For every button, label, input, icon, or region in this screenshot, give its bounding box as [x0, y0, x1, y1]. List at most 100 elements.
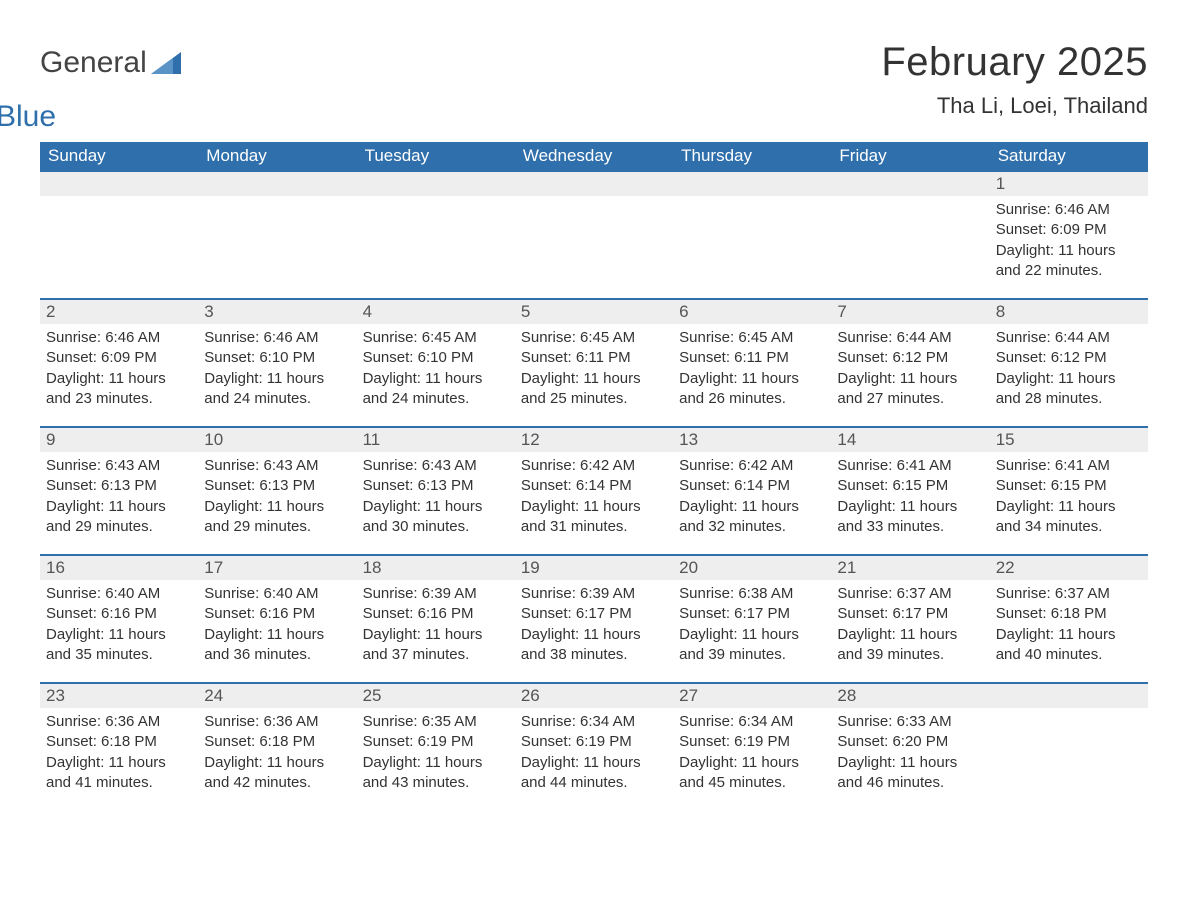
- day-cell: 23Sunrise: 6:36 AMSunset: 6:18 PMDayligh…: [40, 682, 198, 810]
- day-cell: 12 Sunrise: 6:42 AMSunset: 6:14 PMDayligh…: [515, 426, 673, 554]
- sunset-line: Sunset: 6:18 PM: [996, 604, 1142, 624]
- day-details: Sunrise: 6:37 AMSunset: 6:18 PMDaylight:…: [990, 580, 1148, 675]
- day-number-bar: 20: [673, 554, 831, 580]
- day-number-bar: 16: [40, 554, 198, 580]
- sunrise-line: Sunrise: 6:46 AM: [204, 328, 350, 348]
- daylight-line: Daylight: 11 hours and 27 minutes.: [837, 369, 983, 410]
- sunrise-line: Sunrise: 6:46 AM: [996, 200, 1142, 220]
- sunset-line: Sunset: 6:17 PM: [521, 604, 667, 624]
- day-cell: 9Sunrise: 6:43 AMSunset: 6:13 PMDaylight…: [40, 426, 198, 554]
- sunrise-line: Sunrise: 6:42 AM: [521, 456, 667, 476]
- day-cell: 5Sunrise: 6:45 AMSunset: 6:11 PMDaylight…: [515, 298, 673, 426]
- day-cell: 25Sunrise: 6:35 AMSunset: 6:19 PMDayligh…: [357, 682, 515, 810]
- day-number-bar: [198, 170, 356, 196]
- sunrise-line: Sunrise: 6:41 AM: [837, 456, 983, 476]
- sunset-line: Sunset: 6:09 PM: [996, 220, 1142, 240]
- day-number-bar: 7: [831, 298, 989, 324]
- sunrise-line: Sunrise: 6:40 AM: [46, 584, 192, 604]
- daylight-line: Daylight: 11 hours and 40 minutes.: [996, 625, 1142, 666]
- day-number-bar: [357, 170, 515, 196]
- day-number: 4: [363, 302, 372, 321]
- day-number-bar: 18: [357, 554, 515, 580]
- day-number: 20: [679, 558, 698, 577]
- calendar-head: Sunday Monday Tuesday Wednesday Thursday…: [40, 142, 1148, 170]
- day-details: Sunrise: 6:41 AMSunset: 6:15 PMDaylight:…: [990, 452, 1148, 547]
- day-number: 17: [204, 558, 223, 577]
- daylight-line: Daylight: 11 hours and 29 minutes.: [46, 497, 192, 538]
- daylight-line: Daylight: 11 hours and 32 minutes.: [679, 497, 825, 538]
- day-cell: 22Sunrise: 6:37 AMSunset: 6:18 PMDayligh…: [990, 554, 1148, 682]
- day-details: Sunrise: 6:45 AMSunset: 6:10 PMDaylight:…: [357, 324, 515, 419]
- title-block: February 2025 Tha Li, Loei, Thailand: [881, 40, 1148, 119]
- sunrise-line: Sunrise: 6:43 AM: [363, 456, 509, 476]
- sunrise-line: Sunrise: 6:45 AM: [363, 328, 509, 348]
- day-number-bar: 17: [198, 554, 356, 580]
- sail-icon: [151, 52, 181, 74]
- sunrise-line: Sunrise: 6:37 AM: [837, 584, 983, 604]
- sunrise-line: Sunrise: 6:36 AM: [204, 712, 350, 732]
- day-number-bar: 25: [357, 682, 515, 708]
- sunset-line: Sunset: 6:18 PM: [46, 732, 192, 752]
- day-cell: 7Sunrise: 6:44 AMSunset: 6:12 PMDaylight…: [831, 298, 989, 426]
- day-details: Sunrise: 6:35 AMSunset: 6:19 PMDaylight:…: [357, 708, 515, 803]
- sunrise-line: Sunrise: 6:40 AM: [204, 584, 350, 604]
- day-number: 11: [363, 430, 381, 449]
- daylight-line: Daylight: 11 hours and 46 minutes.: [837, 753, 983, 794]
- day-number-bar: 27: [673, 682, 831, 708]
- day-details: Sunrise: 6:42 AMSunset: 6:14 PMDaylight:…: [515, 452, 673, 547]
- day-number: 13: [679, 430, 698, 449]
- day-cell: 2Sunrise: 6:46 AMSunset: 6:09 PMDaylight…: [40, 298, 198, 426]
- sunset-line: Sunset: 6:11 PM: [679, 348, 825, 368]
- col-tue: Tuesday: [357, 142, 515, 170]
- day-number-bar: [40, 170, 198, 196]
- day-cell: 17 Sunrise: 6:40 AMSunset: 6:16 PMDayligh…: [198, 554, 356, 682]
- day-number-bar: [515, 170, 673, 196]
- day-number: 9: [46, 430, 55, 449]
- sunset-line: Sunset: 6:10 PM: [363, 348, 509, 368]
- day-number: 12: [521, 430, 540, 449]
- sunset-line: Sunset: 6:19 PM: [363, 732, 509, 752]
- calendar-page: General Blue February 2025 Tha Li, Loei,…: [40, 40, 1148, 810]
- day-number: 10: [204, 430, 223, 449]
- daylight-line: Daylight: 11 hours and 45 minutes.: [679, 753, 825, 794]
- day-details: Sunrise: 6:40 AMSunset: 6:16 PMDaylight:…: [40, 580, 198, 675]
- day-details: Sunrise: 6:44 AMSunset: 6:12 PMDaylight:…: [990, 324, 1148, 419]
- day-cell: 27Sunrise: 6:34 AMSunset: 6:19 PMDayligh…: [673, 682, 831, 810]
- sunset-line: Sunset: 6:12 PM: [996, 348, 1142, 368]
- weekday-row: Sunday Monday Tuesday Wednesday Thursday…: [40, 142, 1148, 170]
- daylight-line: Daylight: 11 hours and 33 minutes.: [837, 497, 983, 538]
- day-number: 27: [679, 686, 698, 705]
- day-cell: 10Sunrise: 6:43 AMSunset: 6:13 PMDayligh…: [198, 426, 356, 554]
- day-details: Sunrise: 6:46 AMSunset: 6:09 PMDaylight:…: [990, 196, 1148, 291]
- sunrise-line: Sunrise: 6:34 AM: [521, 712, 667, 732]
- col-sun: Sunday: [40, 142, 198, 170]
- day-number-bar: 22: [990, 554, 1148, 580]
- day-number-bar: 28: [831, 682, 989, 708]
- day-cell: 16 Sunrise: 6:40 AMSunset: 6:16 PMDayligh…: [40, 554, 198, 682]
- sunset-line: Sunset: 6:15 PM: [996, 476, 1142, 496]
- sunrise-line: Sunrise: 6:42 AM: [679, 456, 825, 476]
- col-thu: Thursday: [673, 142, 831, 170]
- sunset-line: Sunset: 6:11 PM: [521, 348, 667, 368]
- sunrise-line: Sunrise: 6:43 AM: [204, 456, 350, 476]
- sunset-line: Sunset: 6:20 PM: [837, 732, 983, 752]
- daylight-line: Daylight: 11 hours and 30 minutes.: [363, 497, 509, 538]
- sunset-line: Sunset: 6:09 PM: [46, 348, 192, 368]
- week-row: 9Sunrise: 6:43 AMSunset: 6:13 PMDaylight…: [40, 426, 1148, 554]
- daylight-line: Daylight: 11 hours and 36 minutes.: [204, 625, 350, 666]
- month-title: February 2025: [881, 40, 1148, 85]
- sunrise-line: Sunrise: 6:39 AM: [521, 584, 667, 604]
- day-number-bar: 8: [990, 298, 1148, 324]
- day-details: Sunrise: 6:44 AMSunset: 6:12 PMDaylight:…: [831, 324, 989, 419]
- day-details: Sunrise: 6:40 AMSunset: 6:16 PMDaylight:…: [198, 580, 356, 675]
- day-number: 23: [46, 686, 65, 705]
- sunrise-line: Sunrise: 6:41 AM: [996, 456, 1142, 476]
- daylight-line: Daylight: 11 hours and 38 minutes.: [521, 625, 667, 666]
- day-cell: 3Sunrise: 6:46 AMSunset: 6:10 PMDaylight…: [198, 298, 356, 426]
- day-details: Sunrise: 6:39 AMSunset: 6:17 PMDaylight:…: [515, 580, 673, 675]
- day-details: Sunrise: 6:34 AMSunset: 6:19 PMDaylight:…: [515, 708, 673, 803]
- day-number: 16: [46, 558, 65, 577]
- sunrise-line: Sunrise: 6:45 AM: [679, 328, 825, 348]
- day-number-bar: 10: [198, 426, 356, 452]
- day-number: 2: [46, 302, 55, 321]
